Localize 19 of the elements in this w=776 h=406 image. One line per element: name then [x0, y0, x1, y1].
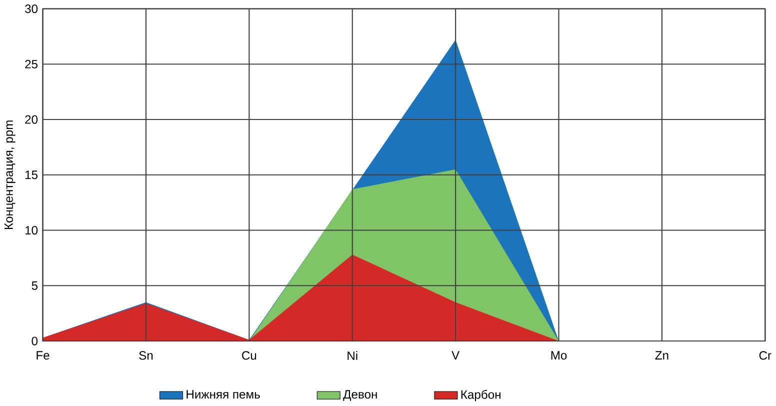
x-tick-label: Zn: [655, 351, 668, 360]
x-tick-label: Sn: [139, 351, 153, 360]
y-tick-label: 25: [25, 60, 38, 68]
y-axis-title: Концентрация, ppm: [4, 120, 16, 229]
x-tick-label: Cr: [759, 351, 772, 360]
x-tick-label: Mo: [551, 351, 567, 360]
y-tick-label: 10: [25, 226, 38, 234]
y-tick-label: 20: [25, 115, 38, 124]
y-tick-label: 30: [25, 4, 38, 13]
x-tick-label: V: [452, 351, 460, 360]
x-tick-label: Ni: [348, 351, 358, 360]
y-tick-label: 15: [25, 170, 38, 180]
legend-label: Девон: [343, 390, 377, 401]
x-tick-label: Cu: [242, 351, 256, 360]
y-tick-label: 5: [32, 281, 38, 290]
legend-label: Карбон: [461, 390, 500, 402]
x-tick-label: Fe: [36, 351, 50, 360]
y-tick-label: 0: [32, 336, 38, 346]
legend-label: Нижняя пемь: [186, 390, 260, 399]
